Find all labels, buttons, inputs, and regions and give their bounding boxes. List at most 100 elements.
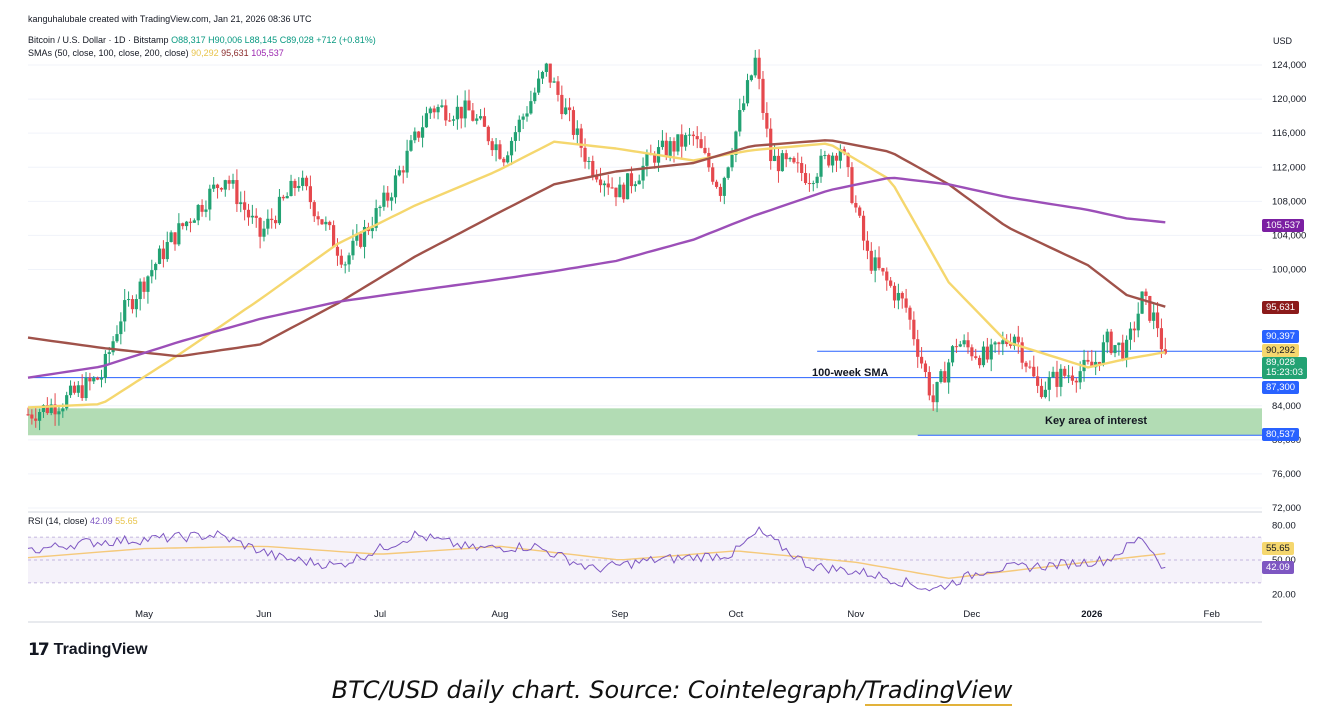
candle-body (374, 208, 378, 228)
candle-body (564, 107, 568, 115)
tradingview-logo[interactable]: 17 TradingView (28, 640, 148, 660)
tradingview-logo-icon: 17 (28, 640, 50, 660)
candle-body (355, 233, 359, 241)
candle-body (1113, 345, 1117, 354)
candle-body (827, 155, 831, 166)
candle-body (664, 140, 668, 157)
candle-body (1032, 366, 1036, 377)
candlesticks (26, 49, 1167, 431)
lower-level-tag: 80,537 (1262, 428, 1300, 441)
rsi-value: 42.09 (90, 516, 113, 526)
last-price-tag: 89,028 15:23:03 (1262, 357, 1307, 379)
candle-body (776, 155, 781, 172)
candle-body (726, 167, 730, 178)
candle-body (803, 173, 808, 184)
candle-body (475, 118, 479, 121)
candle-body (1059, 368, 1063, 387)
sma200-value: 105,537 (251, 48, 284, 58)
candle-body (939, 371, 943, 383)
candle-body (138, 281, 142, 300)
candle-body (502, 158, 506, 163)
candle-body (362, 226, 367, 247)
time-axis: May Jun Jul Aug Sep Oct Nov Dec 2026 Feb (135, 609, 1220, 620)
candle-body (1155, 312, 1160, 329)
candle-body (978, 357, 982, 366)
currency-label[interactable]: USD (1273, 36, 1293, 46)
candle-body (126, 299, 131, 301)
candle-body (451, 119, 456, 121)
candle-body (757, 57, 761, 79)
candle-body (343, 264, 347, 266)
candle-body (1001, 340, 1005, 345)
candle-body (792, 157, 796, 163)
candle-body (324, 221, 328, 225)
candle-body (405, 150, 409, 173)
candle-body (815, 176, 819, 184)
candle-body (440, 105, 444, 107)
candle-body (1012, 336, 1017, 346)
candle-body (482, 116, 487, 127)
sma-legend: SMAs (50, close, 100, close, 200, close)… (28, 48, 284, 58)
sma100-price-tag: 95,631 (1262, 301, 1300, 314)
candle-body (653, 155, 657, 163)
candle-body (540, 71, 545, 79)
candle-body (498, 144, 502, 159)
time-tick-label: Feb (1204, 609, 1220, 620)
candle-body (877, 257, 881, 269)
symbol-legend: Bitcoin / U.S. Dollar · 1D · Bitstamp O8… (28, 35, 376, 45)
candle-body (525, 113, 529, 117)
candle-body (966, 340, 970, 348)
candle-body (316, 216, 320, 220)
time-tick-label: May (135, 609, 153, 620)
candle-body (154, 263, 158, 271)
sma200-price-tag: 105,537 (1262, 219, 1305, 232)
candle-body (115, 334, 119, 342)
candle-body (950, 346, 955, 363)
candle-body (390, 197, 394, 201)
candle-body (1008, 343, 1013, 346)
level-100w-tag: 87,300 (1262, 381, 1300, 394)
candle-body (1043, 389, 1047, 398)
candle-body (788, 157, 792, 160)
candle-body (38, 412, 42, 421)
candle-body (467, 100, 471, 111)
candle-body (420, 127, 425, 138)
candle-body (889, 280, 893, 286)
candle-body (707, 152, 711, 168)
candle-body (587, 161, 591, 163)
candle-body (65, 395, 69, 409)
candle-body (904, 298, 908, 308)
candle-body (177, 223, 181, 245)
candle-body (169, 232, 173, 243)
candle-body (745, 80, 750, 104)
candle-body (742, 103, 746, 111)
candle-body (591, 161, 595, 176)
candle-body (444, 105, 448, 121)
candle-body (119, 321, 123, 335)
candle-body (72, 385, 77, 393)
candle-body (780, 153, 784, 172)
candle-body (602, 183, 606, 186)
candle-body (819, 155, 823, 177)
caption-link[interactable]: TradingView (865, 676, 1013, 706)
candle-body (1047, 377, 1051, 390)
candle-body (595, 175, 599, 180)
candle-body (1074, 380, 1078, 383)
candle-body (513, 132, 518, 141)
price-tick-label: 104,000 (1272, 230, 1306, 241)
candle-body (301, 177, 305, 186)
candle-body (312, 202, 316, 217)
candle-body (1028, 366, 1032, 368)
rsi-pane: 80.00 50.00 20.00 (27, 521, 1296, 600)
sma-100w-annotation: 100-week SMA (812, 367, 888, 379)
candle-body (730, 154, 734, 168)
candle-body (923, 363, 928, 373)
sma100-value: 95,631 (221, 48, 249, 58)
candle-body (490, 141, 494, 151)
candle-body (772, 155, 777, 162)
candle-body (308, 186, 312, 203)
candle-body (270, 218, 274, 221)
candle-body (436, 106, 440, 113)
candle-body (277, 196, 282, 224)
